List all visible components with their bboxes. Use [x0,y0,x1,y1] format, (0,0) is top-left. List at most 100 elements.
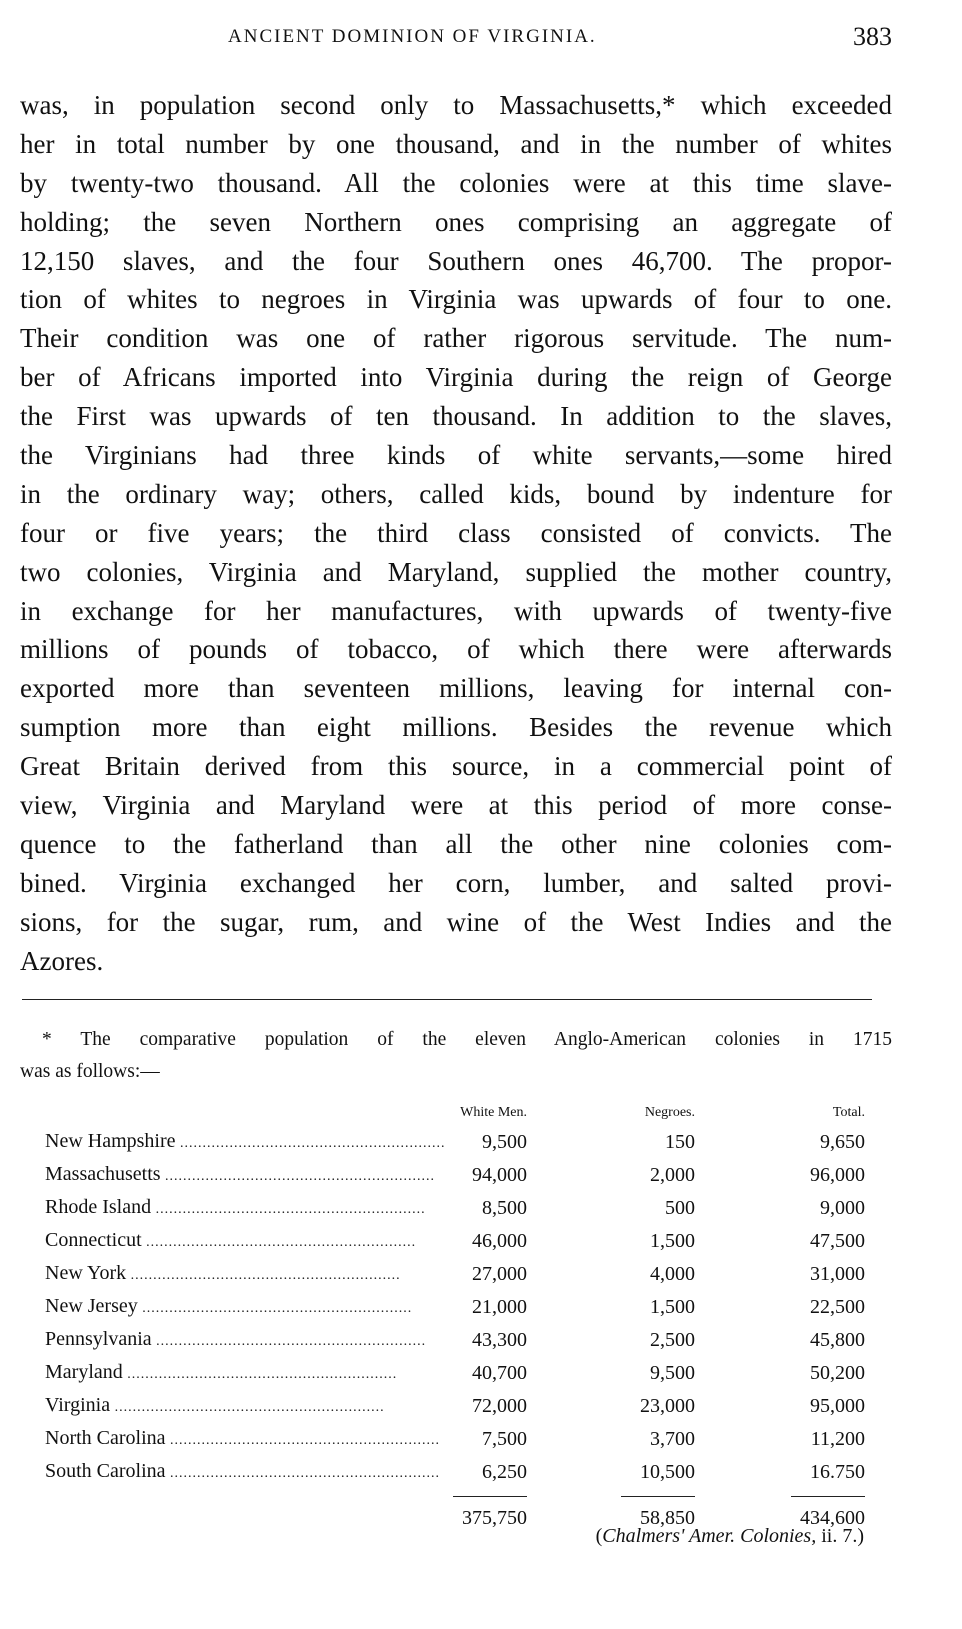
text-line: sumption more than eight millions. Besid… [20,712,892,743]
citation-ref: ii. 7.) [816,1525,864,1547]
colony-name: Rhode Island ...........................… [45,1192,445,1225]
negroes-value: 500 [665,1197,695,1219]
table-row: South Carolina .........................… [45,1456,865,1489]
negroes-value: 3,700 [650,1428,695,1450]
table-row: New York ...............................… [45,1258,865,1291]
white-men-value: 43,300 [472,1329,527,1351]
text-line: by twenty-two thousand. All the colonies… [20,167,892,198]
sum-rule-row [45,1489,865,1503]
citation-paren: ( [595,1525,603,1547]
white-men-value: 27,000 [472,1263,527,1285]
text-line: was, in population second only to Massac… [20,90,892,120]
negroes-value: 4,000 [650,1263,695,1285]
colony-name: Maryland ...............................… [45,1357,445,1390]
colony-label: Massachusetts [45,1163,161,1185]
total-value: 47,500 [810,1230,865,1252]
running-header: ANCIENT DOMINION OF VIRGINIA. 383 [0,22,962,56]
table-row: Connecticut ............................… [45,1225,865,1258]
total-value: 45,800 [810,1329,865,1351]
text-line: 12,150 slaves, and the four Southern one… [20,245,892,276]
text-line: Their condition was one of rather rigoro… [20,323,892,354]
colony-label: New York [45,1262,127,1284]
total-value: 95,000 [810,1395,865,1417]
white-men-value: 9,500 [482,1131,527,1153]
table-row: Rhode Island ...........................… [45,1192,865,1225]
leader-dots: ........................................… [175,1136,445,1151]
leader-dots: ........................................… [122,1367,398,1382]
text-line: her in total number by one thousand, and… [20,128,892,159]
text-line: bined. Virginia exchanged her corn, lumb… [20,867,892,898]
text-line: millions of pounds of tobacco, of which … [20,634,892,665]
colony-label: Connecticut [45,1229,142,1251]
body-text: was, in population second only to Massac… [20,86,892,980]
colony-name: New Hampshire ..........................… [45,1126,445,1159]
table-row: Maryland ...............................… [45,1357,865,1390]
white-men-value: 94,000 [472,1164,527,1186]
leader-dots: ........................................… [151,1334,427,1349]
total-value: 9,000 [820,1197,865,1219]
colony-label: Pennsylvania [45,1328,152,1350]
negroes-value: 2,000 [650,1164,695,1186]
colony-name: South Carolina .........................… [45,1456,445,1489]
total-value: 11,200 [810,1428,865,1450]
text-line: Great Britain derived from this source, … [20,751,892,782]
white-men-value: 46,000 [472,1230,527,1252]
column-header-negroes: Negroes. [644,1105,695,1120]
negroes-total: 58,850 [640,1507,695,1529]
leader-dots: ........................................… [137,1301,413,1316]
text-line: two colonies, Virginia and Maryland, sup… [20,556,892,587]
text-line: in the ordinary way; others, called kids… [20,478,892,509]
colony-name: Virginia ...............................… [45,1390,445,1423]
negroes-value: 2,500 [650,1329,695,1351]
text-line: exported more than seventeen millions, l… [20,673,892,704]
white-men-value: 8,500 [482,1197,527,1219]
citation: (Chalmers' Amer. Colonies, ii. 7.) [596,1524,864,1548]
colony-name: North Carolina .........................… [45,1423,445,1456]
text-line: four or five years; the third class cons… [20,517,892,548]
colony-name: Connecticut ............................… [45,1225,445,1258]
text-line: Azores. [20,945,104,976]
text-line: in exchange for her manufactures, with u… [20,595,892,626]
table-row: New Jersey .............................… [45,1291,865,1324]
table-row: North Carolina .........................… [45,1423,865,1456]
citation-source: Chalmers' Amer. Colonies, [602,1525,817,1547]
text-line: sions, for the sugar, rum, and wine of t… [20,906,892,937]
leader-dots: ........................................… [126,1268,401,1283]
table-row: Pennsylvania ...........................… [45,1324,865,1357]
sum-rule [621,1495,695,1497]
running-title: ANCIENT DOMINION OF VIRGINIA. [228,26,597,47]
text-line: holding; the seven Northern ones compris… [20,206,892,237]
leader-dots: ........................................… [151,1202,426,1217]
colony-label: Virginia [45,1394,111,1416]
text-line: ber of Africans imported into Virginia d… [20,362,892,393]
colony-name: New Jersey .............................… [45,1291,445,1324]
column-header-white-men: White Men. [460,1105,527,1120]
footnote: * The comparative population of the elev… [20,1024,892,1088]
grand-total: 434,600 [800,1507,865,1529]
total-value: 16.750 [810,1461,865,1483]
footnote-line: was as follows:— [20,1061,160,1082]
colony-label: New Jersey [45,1295,138,1317]
totals-row: 375,750 58,850 434,600 [45,1503,865,1534]
colony-label: New Hampshire [45,1130,176,1152]
sum-rule [453,1495,527,1497]
page-number: 383 [853,22,892,51]
white-men-value: 40,700 [472,1362,527,1384]
footnote-divider [22,999,872,1000]
negroes-value: 23,000 [640,1395,695,1417]
text-line: view, Virginia and Maryland were at this… [20,790,892,821]
text-line: the Virginians had three kinds of white … [20,440,892,471]
total-value: 22,500 [810,1296,865,1318]
white-men-total: 375,750 [462,1507,527,1529]
leader-dots: ........................................… [110,1400,385,1415]
white-men-value: 6,250 [482,1461,527,1483]
leader-dots: ........................................… [141,1235,417,1250]
leader-dots: ........................................… [165,1433,441,1448]
leader-dots: ........................................… [165,1466,441,1481]
colony-label: Maryland [45,1361,123,1383]
colony-label: North Carolina [45,1427,166,1449]
footnote-line: * The comparative population of the elev… [42,1029,892,1050]
table-row: Massachusetts ..........................… [45,1159,865,1192]
total-value: 9,650 [820,1131,865,1153]
colony-label: Rhode Island [45,1196,152,1218]
